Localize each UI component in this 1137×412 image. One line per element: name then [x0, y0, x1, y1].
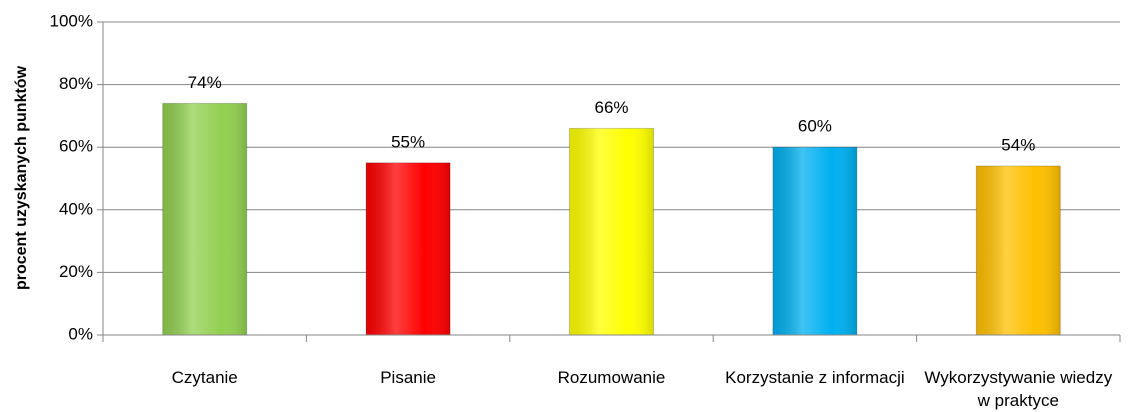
- y-tick-label: 100%: [50, 11, 93, 30]
- y-tick-label: 80%: [59, 74, 93, 93]
- x-tick-label: Pisanie: [380, 368, 436, 387]
- x-tick-label: Rozumowanie: [557, 368, 666, 387]
- x-tick-label: Korzystanie z informacji: [725, 368, 905, 387]
- y-tick-label: 20%: [59, 262, 93, 281]
- y-tick-label: 60%: [59, 137, 93, 156]
- bar-shine: [976, 165, 1061, 335]
- y-tick-label: 0%: [68, 324, 93, 343]
- value-label: 66%: [594, 98, 628, 117]
- bar-shine: [366, 162, 451, 335]
- y-axis-label: procent uzyskanych punktów: [13, 65, 30, 290]
- value-label: 55%: [391, 132, 425, 151]
- value-label: 74%: [188, 73, 222, 92]
- x-tick-label: Wykorzystywanie wiedzy w praktyce: [924, 368, 1113, 410]
- value-label: 54%: [1001, 135, 1035, 154]
- x-tick-label: Czytanie: [171, 368, 238, 387]
- y-tick-label: 40%: [59, 199, 93, 218]
- bar-shine: [772, 147, 857, 335]
- bar-shine: [162, 103, 247, 335]
- bar-shine: [569, 128, 654, 335]
- value-label: 60%: [798, 117, 832, 136]
